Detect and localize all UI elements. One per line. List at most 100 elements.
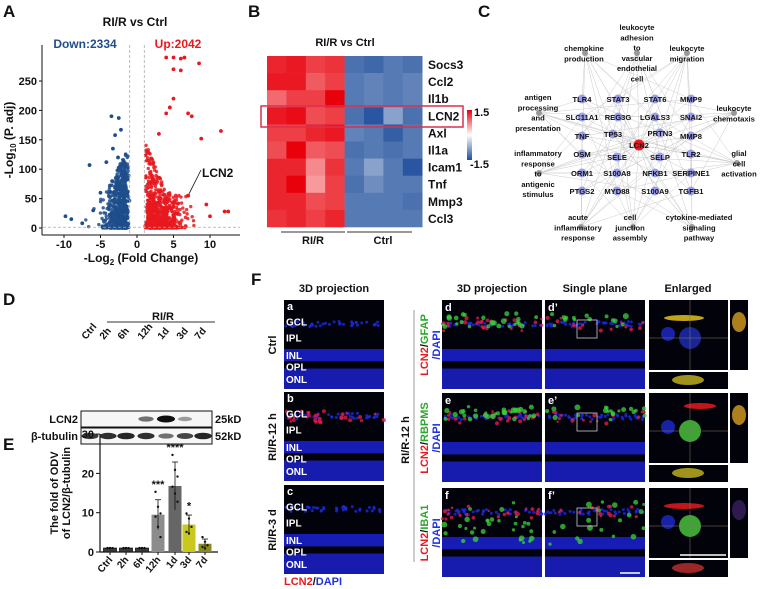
marker-signal xyxy=(489,517,495,522)
volcano-point xyxy=(107,185,112,190)
color-scale-bar xyxy=(467,110,472,160)
panel-letter: d xyxy=(445,302,452,314)
marker-signal xyxy=(527,414,532,418)
layer-label: GCL xyxy=(286,502,307,513)
lcn2-signal xyxy=(559,317,562,320)
volcano-plot: RI/R vs Ctrl Down:2334 Up:2042 -10 -5 0 5 10… xyxy=(2,15,240,267)
lcn2-signal xyxy=(291,418,296,422)
nucleus xyxy=(289,413,293,417)
nucleus xyxy=(606,413,610,417)
network-edge xyxy=(638,52,688,146)
blot-band xyxy=(158,433,174,439)
marker-signal xyxy=(552,414,558,421)
heatmap-cell xyxy=(286,90,307,108)
heatmap-cell xyxy=(305,192,326,211)
volcano-point xyxy=(164,111,169,116)
lcn2-signal xyxy=(476,320,480,325)
stain-label: LCN2/GFAP xyxy=(419,314,431,376)
volcano-point xyxy=(171,96,176,101)
heatmap-cell xyxy=(267,124,287,142)
nucleus xyxy=(580,413,584,417)
marker-signal xyxy=(504,311,510,317)
marker-signal xyxy=(467,324,472,329)
network-edge xyxy=(638,144,693,228)
heatmap-row-labels: Socs3 Ccl2 Il1b LCN2 Axl Il1a Icam1 Tnf Mmp3 Ccl3 xyxy=(428,58,464,226)
gene-node xyxy=(655,152,665,162)
volcano-point xyxy=(184,207,189,212)
volcano-point xyxy=(107,216,112,220)
volcano-point xyxy=(171,67,176,72)
volcano-point xyxy=(160,180,164,184)
network-edge xyxy=(638,112,735,146)
marker-signal xyxy=(521,524,525,529)
lcn2-signal xyxy=(512,318,517,323)
heatmap-cell xyxy=(286,124,307,142)
volcano-point xyxy=(115,172,119,176)
network-edge xyxy=(581,135,640,146)
lcn2-signal xyxy=(453,417,458,421)
network-edge xyxy=(654,52,688,192)
blot-band xyxy=(117,432,135,440)
nucleus xyxy=(600,508,604,512)
x-tick-label: Ctrl xyxy=(96,555,116,575)
nucleus xyxy=(567,414,571,418)
inl-band xyxy=(442,441,542,455)
network-edge xyxy=(538,144,640,174)
lcn2-signal xyxy=(374,412,377,416)
volcano-point xyxy=(118,182,122,186)
heatmap-row-label: LCN2 xyxy=(428,109,460,123)
inl-band xyxy=(545,348,645,362)
x-tick-label: -10 xyxy=(56,239,72,251)
network-edge xyxy=(580,190,583,228)
heatmap-cell xyxy=(402,90,423,108)
term-node xyxy=(734,160,740,166)
gene-node xyxy=(650,186,660,196)
lane-label: 12h xyxy=(136,322,156,342)
volcano-point xyxy=(146,209,150,214)
lcn2-signal xyxy=(449,515,454,520)
nucleus xyxy=(484,508,488,512)
nucleus xyxy=(368,415,372,419)
onl-band xyxy=(442,368,542,389)
lcn2-signal xyxy=(446,417,451,421)
significance-marker: * xyxy=(187,500,192,512)
volcano-point xyxy=(149,193,153,198)
volcano-point xyxy=(84,218,88,222)
marker-signal xyxy=(519,323,525,329)
nucleus xyxy=(293,324,297,328)
nucleus xyxy=(453,512,457,516)
nucleus xyxy=(508,322,512,326)
nucleus xyxy=(301,507,305,511)
layer-label: ONL xyxy=(286,375,307,386)
nucleus xyxy=(634,509,638,513)
volcano-point xyxy=(204,202,209,207)
lcn2-signal xyxy=(529,516,534,520)
heatmap-row-label: Axl xyxy=(428,126,447,140)
data-point xyxy=(156,525,160,529)
lcn2-signal xyxy=(487,509,490,513)
nucleus xyxy=(532,510,536,514)
marker-signal xyxy=(585,501,592,508)
nucleus xyxy=(602,509,606,513)
volcano-point xyxy=(199,136,204,141)
volcano-point xyxy=(126,176,130,180)
term-label: pathway xyxy=(684,234,715,243)
enlarged-side-projection xyxy=(730,300,748,370)
right-header-enlarged: Enlarged xyxy=(664,283,711,295)
nucleus xyxy=(309,323,313,327)
network-edge xyxy=(584,52,656,118)
volcano-point xyxy=(122,215,126,220)
gene-node xyxy=(686,186,696,196)
volcano-point xyxy=(178,68,183,73)
marker-signal xyxy=(617,518,623,523)
heatmap-cell xyxy=(267,141,287,159)
network-nodes: chemokineproductionleukocyteadhesiontova… xyxy=(514,23,757,243)
lcn2-leader-line xyxy=(188,169,202,194)
heatmap-cell xyxy=(267,107,287,125)
panel-label-b: B xyxy=(248,2,260,21)
data-point xyxy=(176,475,179,478)
heatmap-cell xyxy=(267,158,287,176)
gene-node xyxy=(577,168,587,178)
volcano-point xyxy=(157,219,161,224)
x-tick-label: -5 xyxy=(96,239,106,251)
